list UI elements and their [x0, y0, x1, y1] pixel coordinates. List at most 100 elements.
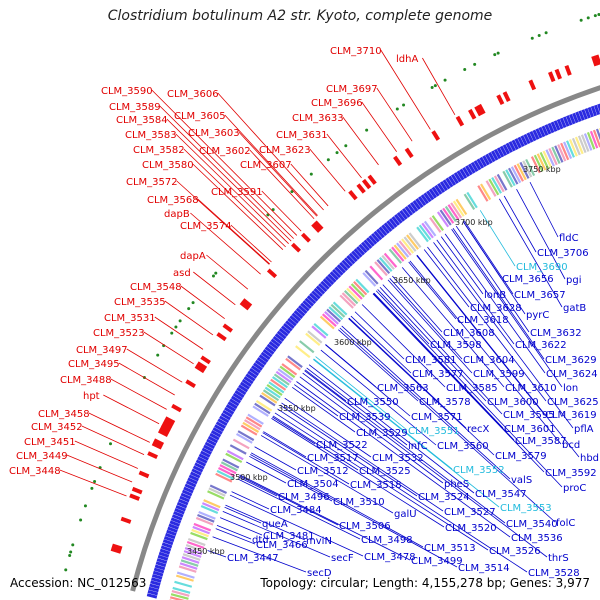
- gene-label: CLM_3589: [109, 102, 161, 113]
- rna-mark: [597, 13, 600, 17]
- kbp-tick-label: 3650 kbp: [393, 276, 431, 285]
- gene-label: CLM_3498: [361, 535, 413, 546]
- cog-block: [270, 378, 287, 391]
- rna-mark: [170, 331, 174, 335]
- leader-line: [440, 236, 484, 295]
- gene-label: CLM_3466: [256, 540, 308, 551]
- rna-mark: [174, 325, 178, 329]
- leader-line: [294, 384, 339, 417]
- leader-line: [237, 478, 361, 540]
- cds-forward-mark: [232, 392, 243, 401]
- cog-block: [513, 164, 524, 182]
- cds-reverse-mark: [157, 428, 169, 438]
- cds-forward-mark: [538, 126, 546, 138]
- cds-forward-mark: [407, 203, 416, 214]
- cds-reverse-mark: [468, 108, 477, 120]
- leader-line: [207, 550, 227, 558]
- leader-line: [479, 210, 516, 267]
- cds-reverse-mark: [591, 55, 599, 67]
- gene-label: CLM_3568: [147, 195, 199, 206]
- gene-label: CLM_3605: [174, 111, 226, 122]
- cds-forward-mark: [569, 113, 576, 125]
- gene-label: CLM_3518: [350, 480, 402, 491]
- leader-line: [222, 510, 331, 558]
- cds-reverse-mark: [348, 190, 358, 201]
- gene-label: CLM_3536: [511, 533, 563, 544]
- cds-forward-mark: [434, 184, 443, 195]
- leader-line: [326, 133, 362, 179]
- leader-line: [313, 359, 500, 508]
- cds-forward-mark: [200, 450, 211, 458]
- leader-line: [290, 163, 329, 207]
- rna-mark: [443, 78, 447, 82]
- cog-block: [170, 593, 189, 600]
- cog-block: [439, 209, 452, 226]
- cds-forward-mark: [476, 158, 485, 169]
- cog-block: [566, 140, 575, 158]
- gene-label: CLM_3553: [500, 503, 552, 514]
- cog-block: [175, 574, 194, 582]
- gene-label: CLM_3633: [292, 113, 344, 124]
- leader-line: [433, 242, 574, 429]
- cds-reverse-mark: [266, 268, 278, 279]
- cog-block: [436, 211, 450, 228]
- gene-label: CLM_3629: [545, 355, 597, 366]
- leader-line: [436, 239, 515, 345]
- rna-mark: [90, 486, 94, 490]
- cog-block: [255, 400, 273, 412]
- cds-forward-mark: [493, 148, 502, 160]
- cds-forward-mark: [523, 133, 531, 145]
- cds-reverse-mark: [474, 105, 483, 117]
- leader-line: [217, 92, 324, 211]
- gene-label: CLM_3598: [430, 340, 482, 351]
- leader-line: [74, 440, 138, 469]
- gene-label: lonB: [484, 290, 506, 301]
- rna-mark: [344, 144, 348, 148]
- leader-line: [416, 255, 545, 415]
- leader-line: [416, 254, 580, 458]
- cds-forward-mark: [502, 144, 510, 155]
- cds-forward-mark: [151, 577, 162, 583]
- cds-forward-mark: [300, 302, 310, 312]
- leader-line: [401, 267, 505, 388]
- cds-forward-mark: [437, 182, 446, 193]
- cog-block: [330, 303, 346, 318]
- cog-block: [408, 232, 422, 248]
- leader-line: [229, 494, 364, 557]
- cog-block: [201, 502, 220, 512]
- cds-forward-mark: [324, 275, 335, 286]
- gene-label: pheS: [444, 479, 469, 490]
- cog-block: [530, 156, 541, 174]
- gene-label: CLM_3572: [126, 177, 178, 188]
- genome-backbone: [130, 85, 600, 592]
- cds-reverse-mark: [313, 220, 324, 231]
- cog-block: [551, 146, 561, 164]
- gene-label: CLM_3547: [475, 489, 527, 500]
- rna-mark: [530, 36, 534, 40]
- cds-forward-mark: [219, 415, 230, 424]
- cds-forward-mark: [514, 138, 522, 149]
- cds-reverse-mark: [111, 543, 123, 551]
- gene-label: pyrC: [526, 310, 549, 321]
- gene-label: CLM_3657: [514, 290, 566, 301]
- cds-forward-mark: [462, 166, 471, 178]
- gene-label: CLM_3608: [443, 328, 495, 339]
- cds-forward-mark: [311, 290, 321, 300]
- leader-line: [373, 293, 515, 441]
- cds-forward-mark: [184, 483, 195, 491]
- cog-block: [466, 191, 478, 209]
- gene-label: secD: [307, 568, 332, 579]
- cds-reverse-mark: [367, 174, 377, 185]
- cog-block: [577, 135, 587, 154]
- cds-reverse-mark: [200, 355, 211, 365]
- cds-forward-mark: [180, 492, 192, 500]
- gene-label: dtd: [252, 535, 269, 546]
- cds-forward-mark: [581, 109, 588, 120]
- cog-block: [491, 177, 502, 194]
- cds-forward-mark: [306, 295, 317, 305]
- cds-reverse-mark: [564, 65, 572, 76]
- gene-label: CLM_3506: [339, 521, 391, 532]
- cog-block: [264, 386, 281, 399]
- cog-block: [328, 306, 344, 321]
- cog-block: [455, 198, 468, 216]
